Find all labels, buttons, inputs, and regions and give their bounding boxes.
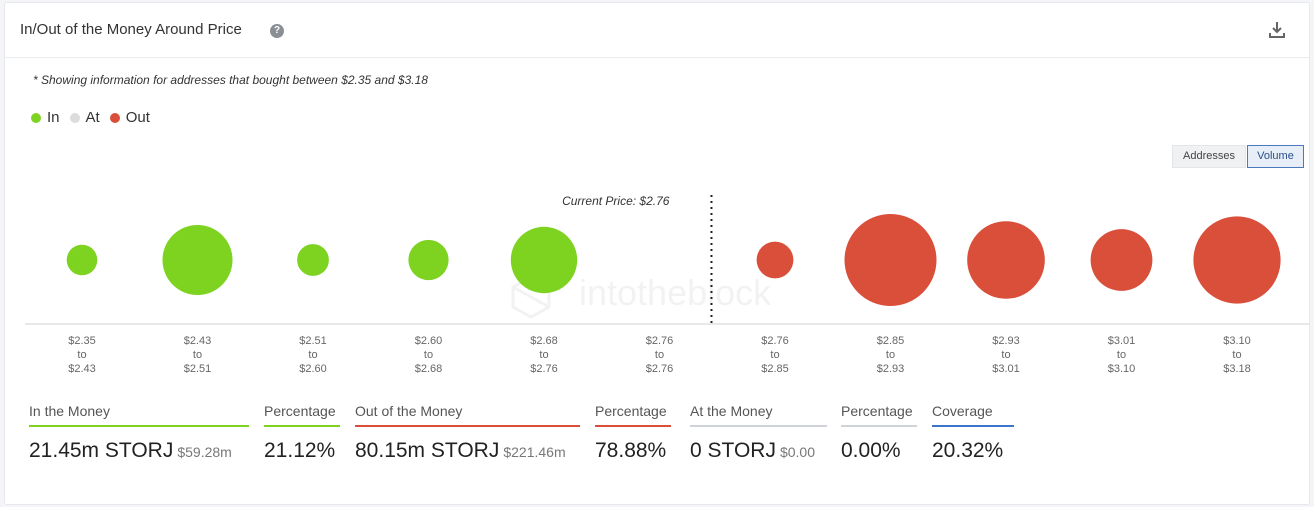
legend-label-at: At (85, 109, 100, 126)
x-tick-label-8-0: $2.93 (992, 335, 1020, 347)
bubble-out-8[interactable] (967, 221, 1045, 299)
x-tick-label-6-0: $2.76 (761, 335, 789, 347)
current-price-label: Current Price: $2.76 (562, 194, 670, 208)
x-tick-label-1-1: to (193, 349, 202, 361)
x-tick-label-0-1: to (77, 349, 86, 361)
stat-value: 21.45m STORJ $59.28m (29, 439, 249, 463)
x-tick-label-2-1: to (308, 349, 317, 361)
stat-value: 80.15m STORJ $221.46m (355, 439, 580, 463)
x-tick-label-10-0: $3.10 (1223, 335, 1251, 347)
bubble-in-4[interactable] (510, 226, 578, 294)
x-tick-label-8-1: to (1001, 349, 1010, 361)
stat-label: Percentage (595, 403, 671, 427)
x-tick-label-0-2: $2.43 (68, 363, 96, 375)
legend: In At Out (31, 109, 160, 126)
x-tick-label-4-0: $2.68 (530, 335, 558, 347)
bubble-chart: intotheblock $2.35 to $2.43 $2.43 to $2.51 $2.… (25, 194, 1309, 375)
x-tick-label-3-2: $2.68 (415, 363, 443, 375)
stat-5: Percentage 0.00% (841, 403, 917, 463)
legend-label-out: Out (125, 109, 150, 126)
stat-value: 21.12% (264, 439, 340, 463)
bubble-out-9[interactable] (1090, 229, 1153, 291)
stat-main-value: 20.32% (932, 439, 1004, 462)
addresses-toggle-button[interactable]: Addresses (1172, 145, 1246, 168)
x-tick-label-2-2: $2.60 (299, 363, 327, 375)
stat-main-value: 78.88% (595, 439, 667, 462)
download-icon[interactable] (1267, 20, 1287, 40)
stat-main-value: 0.00% (841, 439, 901, 462)
x-tick-label-1-2: $2.51 (184, 363, 212, 375)
x-tick-label-9-1: to (1117, 349, 1126, 361)
x-tick-label-7-2: $2.93 (877, 363, 905, 375)
stat-label: Percentage (264, 403, 340, 427)
x-tick-label-7-0: $2.85 (877, 335, 905, 347)
bubble-in-1[interactable] (162, 225, 233, 295)
stat-value: 78.88% (595, 439, 671, 463)
legend-dot-out (109, 112, 120, 123)
stat-sub-value: $221.46m (503, 444, 566, 460)
watermark: intotheblock (511, 272, 772, 319)
x-tick-label-5-1: to (655, 349, 664, 361)
volume-toggle-button[interactable]: Volume (1247, 145, 1304, 168)
x-tick-label-4-1: to (539, 349, 548, 361)
x-tick-label-10-1: to (1232, 349, 1241, 361)
legend-dot-in (31, 112, 41, 123)
stat-4: At the Money 0 STORJ $0.00 (690, 403, 827, 463)
x-tick-label-7-1: to (886, 349, 895, 361)
stat-2: Out of the Money 80.15m STORJ $221.46m (355, 403, 580, 463)
x-tick-label-9-2: $3.10 (1108, 363, 1136, 375)
bubble-in-0[interactable] (66, 244, 98, 276)
stat-label: Percentage (841, 403, 917, 427)
stat-label: Coverage (932, 403, 1014, 427)
stat-main-value: 80.15m STORJ (355, 439, 500, 462)
watermark-text: intotheblock (579, 272, 772, 313)
page-title: In/Out of the Money Around Price (20, 21, 242, 38)
x-tick-label-4-2: $2.76 (530, 363, 558, 375)
bubble-out-10[interactable] (1193, 216, 1281, 304)
x-tick-label-6-2: $2.85 (761, 363, 789, 375)
stat-main-value: 21.12% (264, 439, 336, 462)
summary-stats: In the Money 21.45m STORJ $59.28m Percentag… (29, 403, 1029, 483)
stat-value: 0 STORJ $0.00 (690, 439, 827, 463)
legend-dot-at (69, 112, 80, 123)
stat-value: 20.32% (932, 439, 1014, 463)
chart-card: In/Out of the Money Around Price ? * Sho… (4, 2, 1310, 505)
x-tick-label-9-0: $3.01 (1108, 335, 1136, 347)
stat-label: Out of the Money (355, 403, 580, 427)
legend-item-out[interactable]: Out (109, 109, 150, 126)
x-tick-label-6-1: to (770, 349, 779, 361)
stat-1: Percentage 21.12% (264, 403, 340, 463)
legend-item-at[interactable]: At (69, 109, 100, 126)
bubble-out-7[interactable] (844, 214, 937, 306)
stat-sub-value: $59.28m (177, 444, 232, 460)
x-tick-label-10-2: $3.18 (1223, 363, 1251, 375)
x-tick-label-5-0: $2.76 (646, 335, 674, 347)
stat-0: In the Money 21.45m STORJ $59.28m (29, 403, 249, 463)
info-note: * Showing information for addresses that… (33, 73, 428, 87)
x-tick-label-5-2: $2.76 (646, 363, 674, 375)
stat-main-value: 21.45m STORJ (29, 439, 174, 462)
bubble-out-6[interactable] (756, 241, 794, 279)
stat-main-value: 0 STORJ (690, 439, 776, 462)
x-tick-label-3-0: $2.60 (415, 335, 443, 347)
x-tick-label-2-0: $2.51 (299, 335, 327, 347)
legend-label-in: In (47, 109, 60, 126)
stat-value: 0.00% (841, 439, 917, 463)
card-header: In/Out of the Money Around Price ? (5, 3, 1309, 58)
x-tick-label-3-1: to (424, 349, 433, 361)
bubble-in-3[interactable] (408, 239, 449, 281)
x-tick-label-8-2: $3.01 (992, 363, 1020, 375)
stat-sub-value: $0.00 (779, 444, 816, 460)
x-tick-label-0-0: $2.35 (68, 335, 96, 347)
stat-3: Percentage 78.88% (595, 403, 671, 463)
legend-item-in[interactable]: In (31, 109, 60, 126)
x-tick-label-1-0: $2.43 (184, 335, 212, 347)
question-circle-icon[interactable]: ? (270, 24, 284, 38)
stat-label: At the Money (690, 403, 827, 427)
stat-label: In the Money (29, 403, 249, 427)
bubble-in-2[interactable] (297, 244, 329, 276)
stat-6: Coverage 20.32% (932, 403, 1014, 463)
